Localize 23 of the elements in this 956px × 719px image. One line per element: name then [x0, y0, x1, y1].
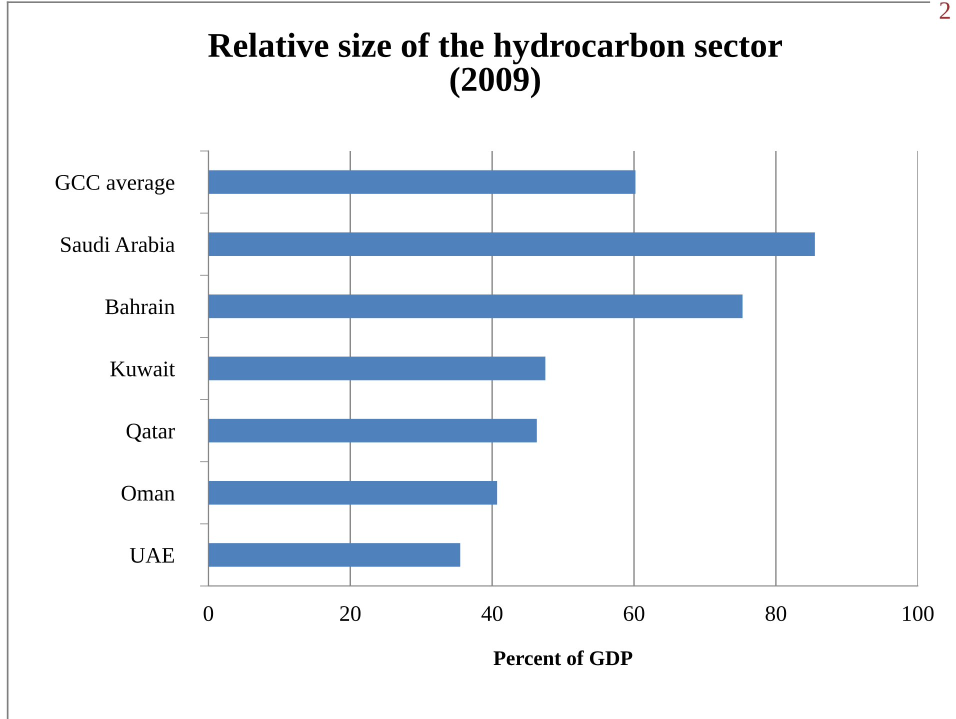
x-tick-label: 0	[204, 606, 214, 622]
x-tick-label: 100	[903, 606, 934, 622]
bar	[208, 356, 546, 380]
bar	[208, 543, 460, 567]
x-tick-label: 60	[624, 606, 644, 622]
x-axis-title: Percent of GDP	[494, 650, 632, 666]
y-tick-label: Bahrain	[105, 298, 175, 314]
bar	[208, 294, 743, 318]
y-tick-label: Oman	[122, 486, 175, 501]
bar	[208, 232, 815, 256]
y-tick-label: Qatar	[126, 424, 175, 442]
y-tick-label: Saudi Arabia	[61, 236, 175, 252]
x-tick-label: 80	[766, 606, 786, 622]
y-tick-label: GCC average	[56, 175, 174, 195]
y-tick-label: Kuwait	[110, 361, 175, 376]
x-tick-label: 40	[481, 606, 502, 622]
chart-title: Relative size of the hydrocarbon sector (2009)	[208, 32, 782, 98]
y-tick-label: UAE	[130, 548, 174, 563]
x-tick-label: 20	[340, 606, 361, 622]
bar	[208, 170, 636, 194]
bar	[208, 480, 498, 505]
bar	[208, 418, 537, 442]
text: 2	[940, 2, 950, 19]
